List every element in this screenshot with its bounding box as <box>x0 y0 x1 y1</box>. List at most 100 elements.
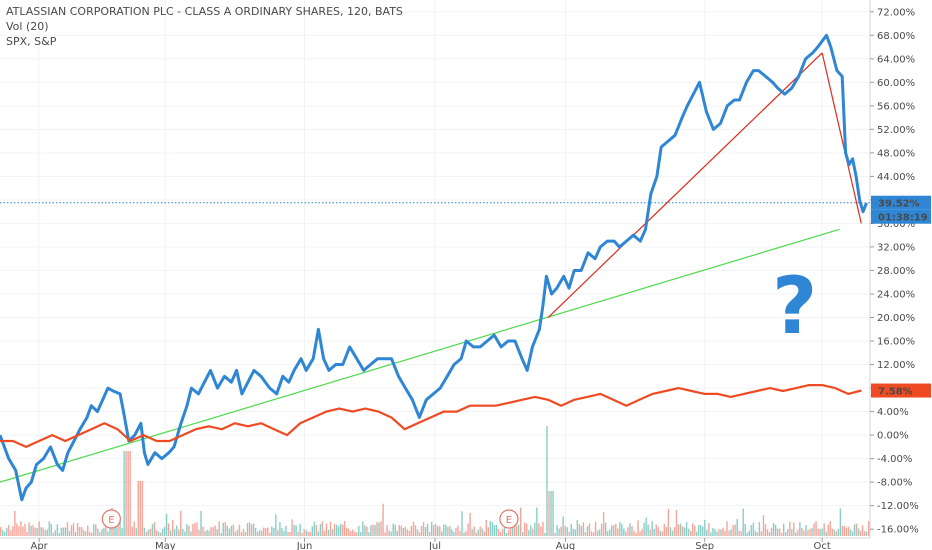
volume-bar <box>473 526 475 536</box>
volume-bar <box>467 523 469 536</box>
volume-bar <box>588 523 591 536</box>
volume-bar <box>313 521 316 536</box>
question-mark-annotation[interactable]: ? <box>772 262 818 352</box>
volume-bar <box>54 530 57 536</box>
volume-bar <box>396 531 398 536</box>
volume-bar <box>789 521 791 536</box>
volume-bar <box>687 528 690 536</box>
volume-bar <box>408 530 411 536</box>
volume-bar <box>509 525 512 536</box>
volume-bar <box>376 522 378 536</box>
volume-bar <box>297 531 299 536</box>
volume-bar <box>388 530 390 536</box>
volume-bar <box>74 532 77 536</box>
spx-series-line <box>0 384 862 448</box>
legend-volume[interactable]: Vol (20) <box>6 20 49 33</box>
volume-bar <box>151 524 154 536</box>
volume-bar <box>780 532 783 536</box>
trendline-2[interactable] <box>547 52 823 318</box>
legend-title[interactable]: ATLASSIAN CORPORATION PLC - CLASS A ORDI… <box>6 5 403 18</box>
volume-bar <box>667 508 670 536</box>
volume-bar <box>8 525 10 536</box>
volume-bar <box>360 532 362 536</box>
volume-bar <box>378 522 380 536</box>
volume-bar <box>552 491 554 536</box>
volume-bar <box>406 529 409 536</box>
volume-bar <box>851 531 854 536</box>
volume-bar <box>392 523 394 536</box>
volume-bar <box>87 525 89 536</box>
volume-bar <box>226 525 229 536</box>
trendline-3[interactable] <box>821 52 862 224</box>
volume-bar <box>382 503 384 536</box>
volume-bar <box>105 522 107 536</box>
volume-bar <box>546 426 548 536</box>
y-axis[interactable]: 72.00% 68.00% 64.00% 60.00% 56.00% 52.00% 48.0… <box>869 0 932 550</box>
volume-bar <box>542 521 544 536</box>
volume-bar <box>770 527 773 536</box>
volume-bar <box>530 525 532 536</box>
earnings-marker[interactable] <box>101 509 121 529</box>
volume-bar <box>859 530 862 536</box>
volume-bar <box>390 531 392 536</box>
volume-bar <box>398 524 400 536</box>
volume-bar <box>238 524 241 536</box>
volume-bar <box>839 508 842 536</box>
volume-bar <box>263 527 265 536</box>
price-label-bg <box>871 195 931 210</box>
volume-bar <box>847 526 850 536</box>
volume-bar <box>675 510 678 536</box>
volume-bar <box>841 525 844 536</box>
volume-bar <box>26 532 28 536</box>
volume-bar <box>706 529 708 536</box>
volume-bar <box>704 519 706 536</box>
volume-bar <box>611 525 613 536</box>
volume-bar <box>293 524 295 536</box>
volume-bar <box>479 526 481 536</box>
volume-bar <box>568 531 570 536</box>
volume-bar <box>439 526 441 536</box>
legend-compare[interactable]: SPX, S&P <box>6 35 57 48</box>
volume-bar <box>778 528 781 536</box>
earnings-marker-label: E <box>108 515 114 526</box>
volume-bar <box>853 524 856 536</box>
volume-bar <box>823 523 825 536</box>
volume-bar <box>2 530 4 536</box>
volume-bar <box>655 524 657 536</box>
volume-bar <box>163 527 166 536</box>
volume-bar <box>216 529 218 536</box>
y-tick-label: 36.00% <box>877 219 915 230</box>
volume-bar <box>331 529 334 536</box>
y-tick-label: 4.00% <box>877 407 909 418</box>
trendline-1[interactable] <box>0 228 840 483</box>
volume-bar <box>720 529 722 536</box>
volume-bar <box>776 528 779 536</box>
volume-bar <box>192 523 194 536</box>
volume-bar <box>145 531 148 536</box>
volume-bar <box>845 527 848 536</box>
volume-bar <box>178 529 180 536</box>
x-axis[interactable]: Apr May Jun Jul Aug Sep Oct <box>0 537 870 550</box>
volume-bar <box>817 528 819 536</box>
x-tick-label: Apr <box>30 541 48 550</box>
volume-bar <box>321 521 324 536</box>
volume-bar <box>222 522 224 536</box>
trendlines[interactable] <box>0 52 862 483</box>
volume-bar <box>829 521 831 536</box>
volume-bar <box>204 531 206 536</box>
earnings-marker[interactable] <box>499 509 519 529</box>
volume-bar <box>281 528 283 536</box>
volume-bar <box>82 530 85 536</box>
volume-bar <box>4 532 6 536</box>
volume-bar <box>861 525 864 536</box>
volume-bar <box>107 531 109 536</box>
volume-bar <box>129 451 131 536</box>
volume-bar <box>503 526 506 536</box>
volume-bar <box>564 526 566 536</box>
volume-bar <box>661 531 664 536</box>
volume-bar <box>750 525 753 536</box>
volume-bar <box>507 530 510 536</box>
volume-bar <box>317 531 320 536</box>
